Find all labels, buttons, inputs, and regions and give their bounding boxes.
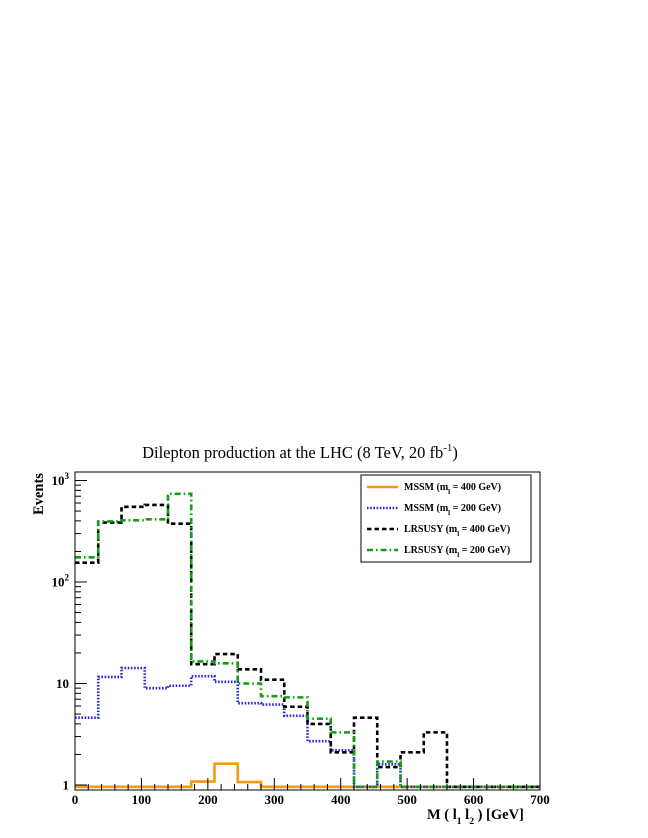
series-line-4	[75, 492, 540, 789]
legend-label: LRSUSY (ml = 400 GeV)	[404, 524, 510, 538]
x-axis-label: M ( l1 l2 ) [GeV]	[427, 807, 524, 827]
legend-label: MSSM (ml = 200 GeV)	[404, 503, 501, 517]
legend: MSSM (ml = 400 GeV) MSSM (ml = 200 GeV) LR…	[360, 474, 532, 563]
x-tick-label: 600	[464, 792, 484, 807]
series-line-1	[75, 762, 540, 789]
y-axis: 1 10 102 103	[52, 471, 87, 793]
chart-title: Dilepton production at the LHC (8 TeV, 2…	[142, 442, 458, 462]
x-tick-label: 200	[198, 792, 218, 807]
chart-title-superscript: -1	[443, 442, 452, 454]
x-tick-label: 400	[331, 792, 351, 807]
y-axis-label: Events	[31, 473, 47, 515]
legend-label: LRSUSY (ml = 200 GeV)	[404, 545, 510, 559]
y-tick-label: 10	[56, 676, 69, 691]
series-line-2	[75, 666, 540, 789]
y-tick-label: 102	[52, 573, 70, 590]
x-tick-label: 500	[397, 792, 417, 807]
x-tick-label: 300	[265, 792, 285, 807]
y-tick-label: 103	[52, 471, 70, 488]
series-line-3	[75, 503, 540, 789]
x-axis: 0 100 200 300 400 500 600 700	[72, 778, 550, 807]
x-tick-label: 0	[72, 792, 79, 807]
x-tick-label: 100	[132, 792, 152, 807]
legend-label: MSSM (ml = 400 GeV)	[404, 482, 501, 496]
y-tick-label: 1	[63, 778, 70, 793]
legend-box	[360, 474, 532, 563]
plot-frame	[74, 471, 541, 791]
x-tick-label: 700	[530, 792, 550, 807]
